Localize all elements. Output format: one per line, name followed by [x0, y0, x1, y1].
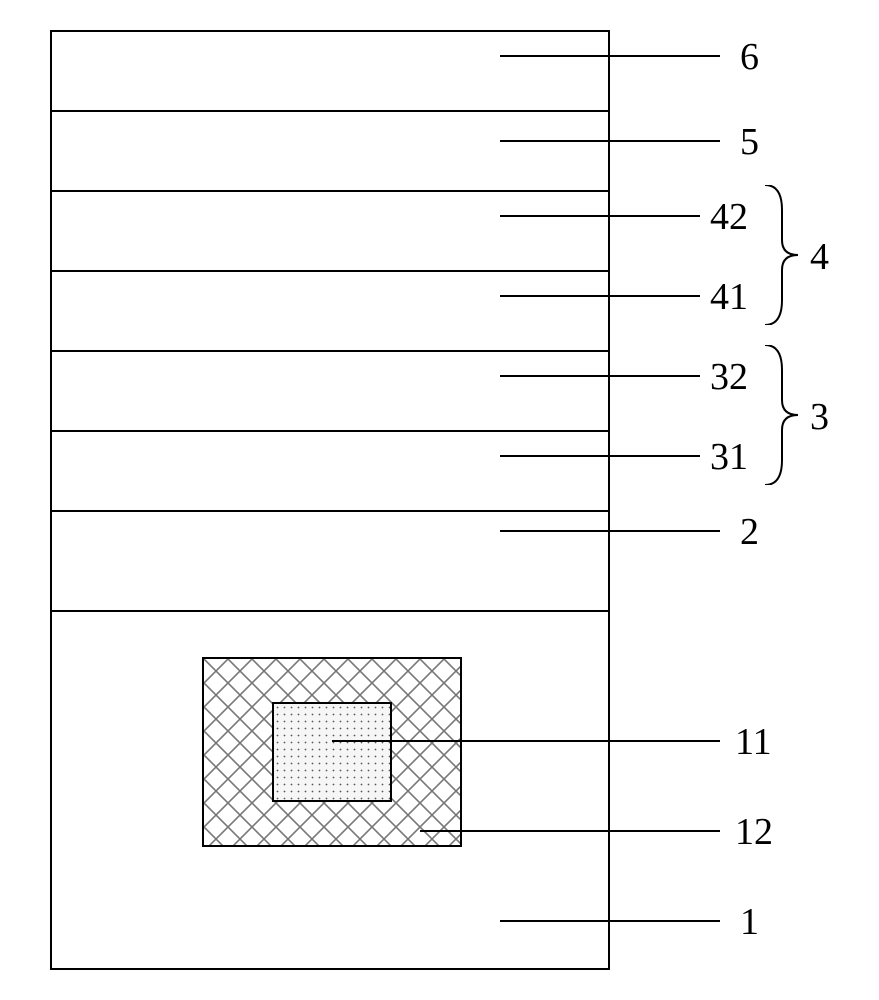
brace-3	[760, 345, 800, 485]
leader-42	[500, 215, 700, 217]
leader-1	[500, 920, 720, 922]
layer-31	[50, 430, 610, 510]
label-2: 2	[740, 510, 759, 554]
label-3: 3	[810, 395, 829, 439]
brace-4	[760, 185, 800, 325]
leader-31	[500, 455, 700, 457]
label-42: 42	[710, 195, 748, 239]
leader-12	[420, 830, 720, 832]
label-31: 31	[710, 435, 748, 479]
layer-41	[50, 270, 610, 350]
region-1	[50, 610, 610, 970]
leader-6	[500, 55, 720, 57]
label-5: 5	[740, 120, 759, 164]
layer-6	[50, 30, 610, 110]
label-1: 1	[740, 900, 759, 944]
label-32: 32	[710, 355, 748, 399]
label-4: 4	[810, 235, 829, 279]
box-11	[272, 702, 392, 802]
label-12: 12	[735, 810, 773, 854]
leader-2	[500, 530, 720, 532]
label-11: 11	[735, 720, 772, 764]
label-41: 41	[710, 275, 748, 319]
leader-32	[500, 375, 700, 377]
leader-41	[500, 295, 700, 297]
layer-2	[50, 510, 610, 610]
diagram-container	[50, 30, 610, 970]
leader-11	[332, 740, 720, 742]
layer-42	[50, 190, 610, 270]
layer-5	[50, 110, 610, 190]
layer-32	[50, 350, 610, 430]
leader-5	[500, 140, 720, 142]
label-6: 6	[740, 35, 759, 79]
